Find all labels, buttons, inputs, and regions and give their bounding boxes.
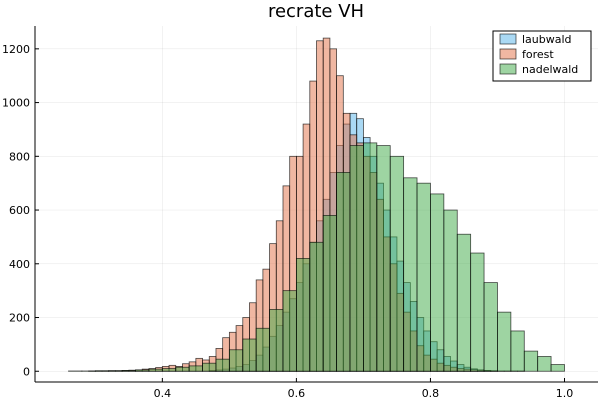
axes	[34, 26, 598, 383]
y-tick-label: 800	[9, 150, 30, 163]
bar-nadelwald	[537, 356, 552, 372]
bar-nadelwald	[349, 145, 364, 372]
bar-nadelwald	[363, 142, 378, 372]
bar-nadelwald	[135, 369, 150, 372]
bar-nadelwald	[269, 309, 284, 372]
bar-nadelwald	[403, 177, 418, 372]
y-tick-label: 400	[9, 258, 30, 271]
bar-nadelwald	[242, 338, 257, 372]
bar-nadelwald	[376, 145, 391, 372]
bar-nadelwald	[430, 193, 445, 372]
bar-nadelwald	[215, 358, 230, 372]
bar-nadelwald	[336, 172, 351, 372]
bar-nadelwald	[175, 366, 190, 372]
bar-nadelwald	[550, 364, 565, 372]
y-tick-label: 600	[9, 204, 30, 217]
bar-nadelwald	[148, 368, 163, 372]
bar-nadelwald	[523, 350, 539, 372]
bar-nadelwald	[470, 252, 485, 372]
legend-swatch-nadelwald	[499, 63, 517, 75]
histogram-bars	[68, 37, 565, 372]
y-tick-label: 1000	[2, 97, 30, 110]
bar-nadelwald	[188, 365, 203, 372]
bar-nadelwald	[108, 370, 123, 372]
series-nadelwald	[68, 142, 565, 372]
bar-nadelwald	[121, 370, 136, 372]
bar-nadelwald	[228, 349, 244, 372]
bar-nadelwald	[202, 362, 217, 372]
y-tick-label: 200	[9, 312, 30, 325]
bar-nadelwald	[309, 241, 324, 372]
bar-nadelwald	[94, 370, 110, 372]
legend-label-nadelwald: nadelwald	[522, 63, 578, 76]
tick-labels: 0.4 0.6 0.8 1.0 0 200 400 600 800 1000 1200	[2, 43, 573, 400]
bar-nadelwald	[497, 311, 512, 372]
chart-title: recrate VH	[268, 1, 364, 22]
bar-nadelwald	[255, 327, 270, 372]
legend-swatch-laubwald	[499, 33, 517, 45]
y-tick-label: 0	[23, 365, 30, 378]
bar-nadelwald	[483, 282, 498, 372]
legend-label-forest: forest	[522, 48, 554, 61]
legend: laubwald forest nadelwald	[492, 30, 592, 82]
x-tick-label: 0.8	[422, 387, 440, 400]
bar-nadelwald	[456, 233, 472, 372]
y-tick-label: 1200	[2, 43, 30, 56]
bar-nadelwald	[322, 215, 338, 372]
legend-swatch-forest	[499, 48, 517, 60]
legend-label-laubwald: laubwald	[522, 33, 572, 46]
x-tick-label: 0.4	[154, 387, 172, 400]
bar-nadelwald	[416, 182, 431, 372]
x-tick-label: 0.6	[288, 387, 306, 400]
bar-nadelwald	[295, 258, 311, 372]
bar-nadelwald	[282, 290, 297, 372]
x-tick-label: 1.0	[556, 387, 574, 400]
bar-nadelwald	[161, 368, 177, 372]
bar-nadelwald	[443, 209, 458, 372]
bar-nadelwald	[510, 330, 525, 372]
bar-nadelwald	[389, 155, 405, 372]
